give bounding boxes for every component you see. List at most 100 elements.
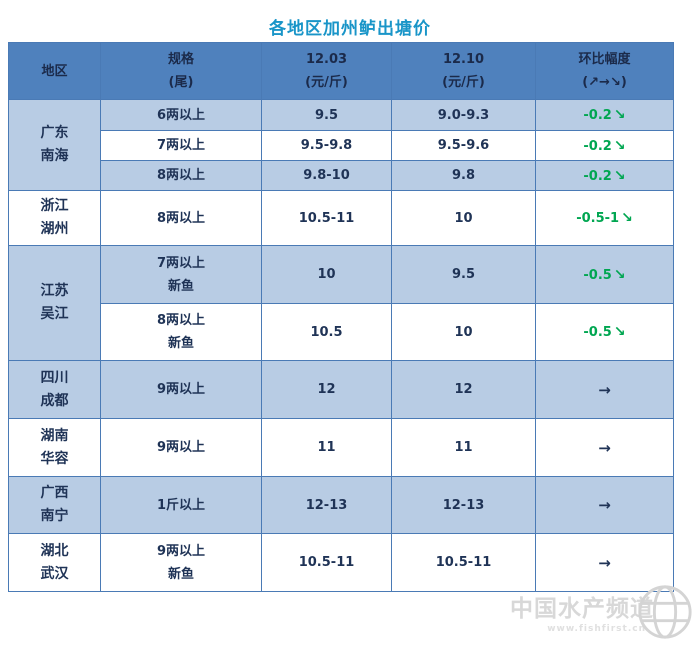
change-value: -0.5: [583, 267, 612, 283]
spec-cell: 8两以上: [100, 190, 262, 246]
price-1210-cell: 10: [391, 303, 536, 361]
spec-cell: 9两以上 新鱼: [100, 533, 262, 592]
price-1210-cell: 10: [391, 190, 536, 246]
spec-line2: 新鱼: [167, 278, 194, 294]
region-name-line2: 华容: [40, 450, 69, 467]
region-name-line2: 成都: [40, 392, 69, 409]
price-table: 地区 规格 (尾) 12.03 (元/斤) 12.10 (元/斤) 环比幅度 (…: [8, 42, 674, 592]
col-header-date1: 12.03 (元/斤): [261, 42, 392, 100]
spec-cell: 9两以上: [100, 360, 262, 419]
spec-line2: 新鱼: [167, 336, 194, 351]
spec-line1: 7两以上: [156, 255, 206, 271]
spec-cell: 8两以上新鱼: [100, 303, 262, 361]
region-hunan-huarong: 湖南 华容: [8, 418, 101, 477]
spec-line1: 6两以上: [156, 107, 206, 123]
region-name-line1: 广东: [40, 125, 69, 141]
col-header-date2-line2: (元/斤): [442, 75, 485, 90]
header-row: 地区 规格 (尾) 12.03 (元/斤) 12.10 (元/斤) 环比幅度 (…: [8, 42, 674, 100]
change-cell: -0.2 ↘: [535, 99, 674, 131]
col-header-change-line2: (↗→↘): [582, 75, 627, 90]
change-cell: -0.5 ↘: [535, 245, 674, 304]
col-header-change-line1: 环比幅度: [578, 52, 631, 67]
change-value: -0.2: [583, 138, 612, 154]
col-header-date2: 12.10 (元/斤): [391, 42, 536, 100]
table-row: 广东 南海 6两以上 9.5 9.0-9.3 -0.2 ↘: [8, 99, 674, 191]
col-header-region: 地区: [8, 42, 101, 100]
region-name-line2: 武汉: [40, 565, 69, 582]
change-value: -0.5-1: [576, 211, 620, 226]
spec-cell: 7两以上: [100, 130, 262, 161]
region-name-line1: 江苏: [40, 283, 69, 299]
price-1203-cell: 11: [261, 418, 392, 477]
price-1210-cell: 9.8: [391, 160, 536, 191]
trend-down-arrow-icon: ↘: [613, 266, 626, 283]
spec-cell: 1斤以上: [100, 476, 262, 534]
table-row: 7两以上 9.5-9.8 9.5-9.6 -0.2 ↘: [9, 130, 674, 161]
table-row: 湖北 武汉 9两以上 新鱼 10.5-11 10.5-11 →: [8, 533, 674, 592]
col-header-date1-line2: (元/斤): [305, 75, 348, 90]
price-1210-cell: 10.5-11: [391, 533, 536, 592]
trend-down-arrow-icon: ↘: [613, 324, 626, 340]
spec-cell: 6两以上: [100, 99, 262, 131]
price-1203-cell: 9.5: [261, 99, 392, 131]
col-header-date2-line1: 12.10: [442, 52, 485, 67]
trend-flat-arrow-icon: →: [598, 438, 611, 457]
region-guangdong-nanhai: 广东 南海: [8, 99, 101, 191]
trend-flat-arrow-icon: →: [598, 496, 611, 514]
price-1203-cell: 10: [261, 245, 392, 304]
trend-down-arrow-icon: ↘: [613, 107, 626, 123]
change-value: -0.5: [583, 325, 612, 340]
region-guangxi-nanning: 广西 南宁: [8, 476, 101, 534]
region-name-line2: 南宁: [40, 508, 69, 524]
region-zhejiang-huzhou: 浙江 湖州: [8, 190, 101, 246]
page-title: 各地区加州鲈出塘价: [269, 19, 431, 39]
spec-cell: 8两以上: [100, 160, 262, 191]
trend-flat-arrow-icon: →: [598, 380, 611, 399]
table-row: 8两以上 新鱼 10.5 10 -0.5 ↘: [9, 303, 674, 361]
spec-cell: 9两以上: [100, 418, 262, 477]
spec-line1: 8两以上: [156, 313, 206, 328]
trend-down-arrow-icon: ↘: [613, 167, 626, 184]
region-jiangsu-wujiang: 江苏 吴江: [8, 245, 101, 361]
watermark-url-text: www.fishfirst.cn: [547, 624, 646, 634]
price-1203-cell: 12-13: [261, 476, 392, 534]
price-1203-cell: 10.5-11: [261, 533, 392, 592]
change-cell: →: [535, 360, 674, 419]
col-header-spec-line1: 规格: [167, 52, 194, 67]
region-name-line1: 广西: [40, 485, 69, 501]
spec-line1: 9两以上: [156, 440, 206, 455]
watermark-brand-text: 中国水产频道: [510, 596, 654, 622]
region-name-line2: 南海: [40, 148, 69, 164]
price-1210-cell: 11: [391, 418, 536, 477]
trend-down-arrow-icon: ↘: [621, 210, 633, 226]
change-cell: -0.5-1 ↘: [535, 190, 674, 246]
change-cell: -0.5 ↘: [535, 303, 674, 361]
region-name-line1: 湖北: [40, 542, 69, 559]
col-header-region-label: 地区: [41, 63, 68, 79]
spec-cell: 7两以上新鱼: [100, 245, 262, 304]
price-1210-cell: 12: [391, 360, 536, 419]
region-name-line1: 湖南: [40, 427, 69, 444]
region-name-line2: 吴江: [40, 306, 69, 322]
spec-line1: 8两以上: [156, 168, 206, 183]
col-header-date1-line1: 12.03: [305, 52, 348, 67]
region-name-line1: 四川: [40, 369, 69, 386]
region-sichuan-chengdu: 四川 成都: [8, 360, 101, 419]
price-1210-cell: 12-13: [391, 476, 536, 534]
col-header-spec-line2: (尾): [168, 75, 194, 90]
col-header-spec: 规格 (尾): [100, 42, 262, 100]
price-1210-cell: 9.5-9.6: [391, 130, 536, 161]
table-row: 8两以上 9.8-10 9.8 -0.2 ↘: [9, 160, 674, 191]
change-value: -0.2: [583, 108, 612, 123]
trend-flat-arrow-icon: →: [598, 553, 611, 572]
region-name-line2: 湖州: [40, 221, 69, 237]
change-cell: →: [535, 533, 674, 592]
spec-line1: 9两以上: [156, 543, 206, 559]
change-cell: →: [535, 476, 674, 534]
trend-down-arrow-icon: ↘: [613, 137, 626, 154]
globe-icon: [636, 583, 694, 641]
watermark: 中国水产频道 www.fishfirst.cn: [504, 579, 694, 643]
spec-line1: 7两以上: [156, 138, 206, 153]
price-1210-cell: 9.0-9.3: [391, 99, 536, 131]
table-row: 浙江 湖州 8两以上 10.5-11 10 -0.5-1 ↘: [8, 190, 674, 246]
